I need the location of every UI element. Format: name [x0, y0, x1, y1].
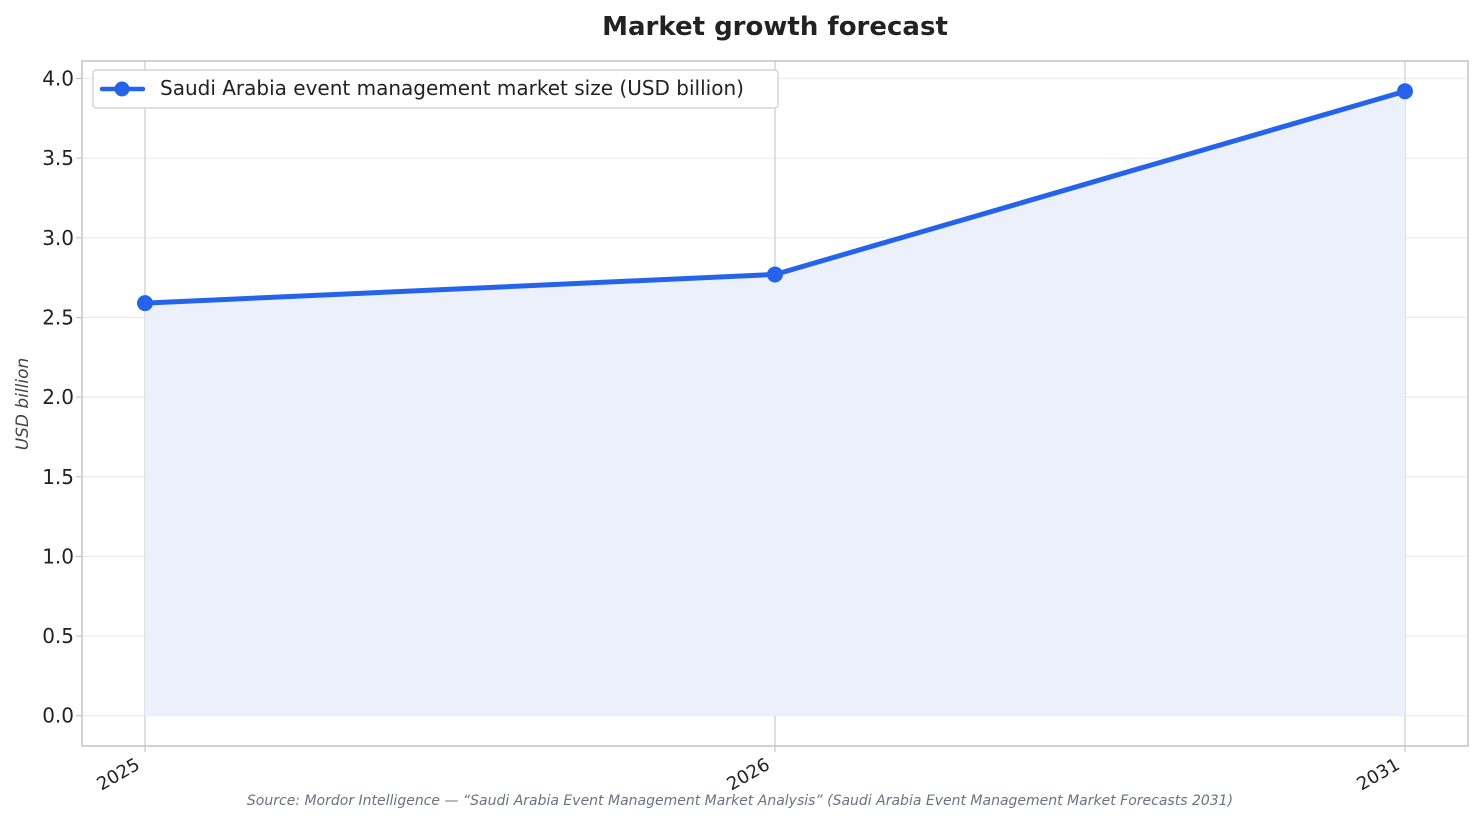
y-tick-label: 4.0: [42, 67, 74, 91]
series-area: [145, 91, 1405, 716]
legend-marker: [114, 81, 130, 97]
area-layer: [145, 91, 1405, 716]
series-layer: [137, 83, 1413, 312]
y-tick-label: 1.0: [42, 544, 74, 568]
legend: Saudi Arabia event management market siz…: [92, 69, 779, 109]
data-point: [767, 266, 783, 283]
source-note: Source: Mordor Intelligence — “Saudi Ara…: [247, 793, 1233, 809]
plot-frame: [81, 60, 1469, 747]
data-point: [137, 295, 153, 312]
x-tick-label: 2025: [93, 754, 143, 795]
x-tick-label: 2031: [1353, 754, 1403, 795]
y-tick-label: 2.0: [42, 385, 74, 409]
y-tick-label: 3.0: [42, 226, 74, 250]
y-axis-label: USD billion: [13, 358, 33, 451]
y-tick-label: 0.5: [42, 624, 74, 648]
data-point: [1397, 83, 1413, 100]
y-tick-label: 1.5: [42, 465, 74, 489]
legend-box: [92, 69, 779, 109]
y-tick-label: 3.5: [42, 146, 74, 170]
chart-title: Market growth forecast: [602, 12, 948, 42]
x-tick-label: 2026: [723, 754, 773, 795]
y-tick-label: 2.5: [42, 305, 74, 329]
legend-series-label: Saudi Arabia event management market siz…: [160, 76, 744, 100]
y-tick-label: 0.0: [42, 704, 74, 728]
